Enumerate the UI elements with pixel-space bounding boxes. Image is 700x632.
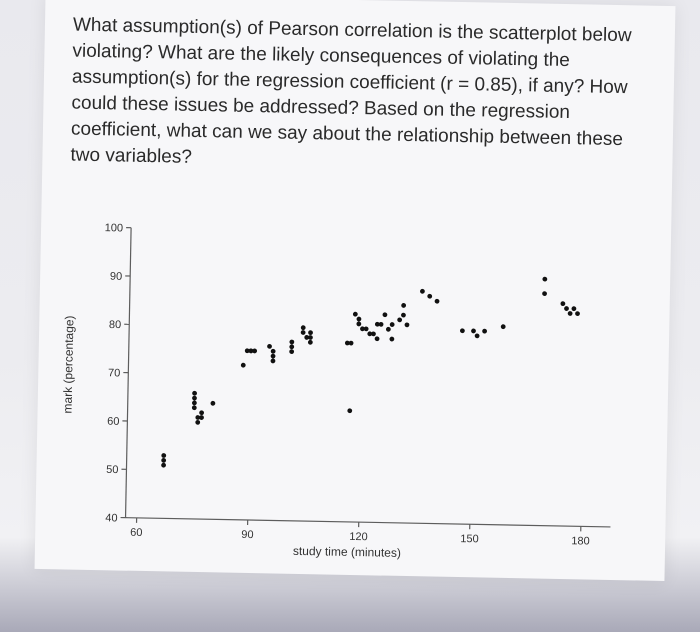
scatter-point <box>420 288 425 294</box>
scatter-point <box>434 298 440 304</box>
scatter-point <box>571 306 577 312</box>
scatter-point <box>374 321 380 327</box>
scatter-point <box>300 325 306 331</box>
scatter-point <box>304 335 310 340</box>
worksheet-paper: What assumption(s) of Pearson correlatio… <box>34 0 676 581</box>
scatter-point <box>348 340 354 346</box>
scatter-point <box>542 276 548 282</box>
scatter-point <box>482 328 488 334</box>
x-tick-label: 60 <box>130 527 142 539</box>
scatter-point <box>270 353 276 359</box>
x-tick-label: 150 <box>460 533 479 545</box>
scatter-point <box>270 358 276 364</box>
y-tick-label: 100 <box>105 222 124 234</box>
chart-points <box>161 276 580 468</box>
x-axis-label: study time (minutes) <box>293 544 401 560</box>
scatter-point <box>300 330 306 335</box>
chart-axes: 40 50 60 70 80 90 100 60 90 120 150 180 <box>105 222 611 548</box>
scatter-point <box>560 301 566 307</box>
scatter-point <box>356 316 362 322</box>
scatter-point <box>378 321 384 327</box>
scatter-point <box>500 324 506 330</box>
scatter-point <box>289 344 295 350</box>
scatter-point <box>270 348 276 354</box>
scatter-point <box>404 322 410 328</box>
scatter-chart: 40 50 60 70 80 90 100 60 90 120 150 180 study time … <box>61 222 611 560</box>
scatter-point <box>459 328 465 334</box>
scatter-point <box>371 331 376 337</box>
scatter-point <box>195 419 201 425</box>
scatter-point <box>308 335 313 340</box>
scatter-point <box>161 462 166 468</box>
scatter-point <box>267 343 272 349</box>
x-tick-label: 180 <box>571 535 590 547</box>
scatter-point <box>199 410 205 416</box>
y-tick-label: 40 <box>105 512 117 524</box>
scatter-point <box>289 349 295 355</box>
scatter-point <box>575 311 580 317</box>
y-tick-label: 90 <box>110 271 122 283</box>
y-tick-label: 80 <box>109 319 121 331</box>
scatter-point <box>195 415 201 420</box>
scatter-point <box>161 453 167 458</box>
x-tick-label: 120 <box>349 531 368 543</box>
scatter-point <box>356 321 362 327</box>
scatter-point <box>389 322 395 327</box>
scatter-point <box>401 303 407 308</box>
scatter-point <box>347 408 353 414</box>
scatter-point <box>567 311 573 316</box>
y-tick-label: 50 <box>106 464 118 476</box>
scatter-point <box>374 336 380 342</box>
scatter-point <box>252 348 258 354</box>
scatter-point <box>352 311 358 317</box>
scatter-point <box>308 330 313 336</box>
scatter-point <box>401 312 406 318</box>
x-tick-label: 90 <box>241 529 253 541</box>
scatter-point <box>367 331 373 337</box>
scatter-point <box>564 306 569 311</box>
y-axis-label: mark (percentage) <box>61 315 77 413</box>
x-axis-line <box>125 517 611 528</box>
scatter-point <box>385 326 391 332</box>
scatter-point <box>344 340 350 346</box>
scatter-point <box>363 326 369 332</box>
scatter-point <box>199 415 204 420</box>
scatter-point <box>471 328 476 334</box>
scatter-point <box>210 400 216 406</box>
scatter-point <box>244 348 250 354</box>
scatter-point <box>389 336 395 342</box>
scatter-point <box>192 390 197 396</box>
scatter-point <box>161 457 167 463</box>
scatter-point <box>474 333 480 339</box>
scatter-point <box>397 317 403 323</box>
scatter-point <box>289 339 295 345</box>
scatter-point <box>307 339 313 345</box>
scatter-point <box>542 291 547 297</box>
scatter-point <box>248 348 254 354</box>
y-tick-label: 60 <box>107 416 119 428</box>
scatter-point <box>192 395 197 401</box>
scatter-point <box>240 362 246 368</box>
scatter-point <box>360 326 365 332</box>
scatter-point <box>191 405 197 411</box>
scatter-point <box>382 312 388 318</box>
scatter-point <box>427 293 433 299</box>
y-tick-label: 70 <box>108 367 120 379</box>
scatter-point <box>191 400 197 406</box>
